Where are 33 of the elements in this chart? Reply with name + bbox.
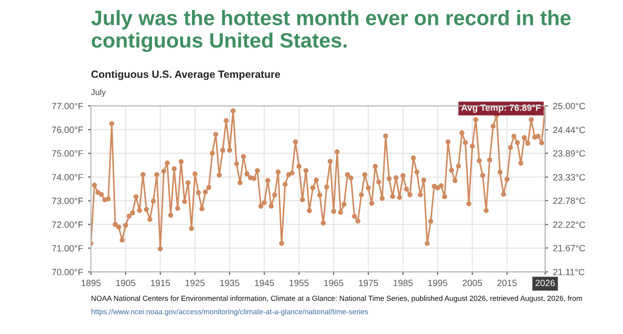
y2-tick-label: 21.11°C bbox=[553, 268, 584, 276]
y2-tick-label: 23.33°C bbox=[553, 174, 586, 180]
y-tick-label: 71.00°F bbox=[52, 245, 83, 252]
x-tick-label: 1995 bbox=[428, 280, 448, 286]
x-tick-label: 1925 bbox=[186, 280, 205, 286]
y2-tick-label: 22.78°C bbox=[553, 198, 586, 204]
y2-tick-label: 21.67°C bbox=[553, 244, 586, 252]
chart-title: July was the hottest month ever on record in the contiguous United States. bbox=[91, 10, 571, 52]
y2-tick-label: 25.00°C bbox=[553, 102, 586, 110]
x-tick-label: 1965 bbox=[324, 280, 344, 286]
x-tick-label: 1895 bbox=[82, 280, 101, 286]
x-tick-label: 2026 bbox=[536, 280, 555, 286]
x-tick-label: 1985 bbox=[394, 280, 413, 286]
y-tick-label: 77.00°F bbox=[52, 102, 83, 110]
y-tick-label: 76.00°F bbox=[52, 126, 83, 133]
x-tick-label: 1905 bbox=[116, 280, 136, 286]
y-tick-label: 74.00°F bbox=[52, 174, 83, 180]
x-tick-label: 1915 bbox=[150, 280, 170, 286]
text: July bbox=[91, 88, 106, 97]
y-tick-label: 75.00°F bbox=[52, 150, 83, 157]
y-tick-label: 70.00°F bbox=[52, 268, 83, 276]
y2-tick-label: 22.22°C bbox=[553, 221, 586, 228]
x-tick-label: 1935 bbox=[220, 280, 240, 286]
y2-tick-label: 23.89°C bbox=[553, 150, 586, 157]
x-tick-label: 2015 bbox=[497, 280, 517, 286]
y-tick-label: 73.00°F bbox=[52, 198, 83, 204]
x-tick-label: 2005 bbox=[462, 280, 482, 286]
x-tick-label: 1955 bbox=[290, 280, 309, 286]
y-tick-label: 72.00°F bbox=[52, 221, 83, 228]
x-tick-label: 1975 bbox=[358, 280, 378, 286]
chart-subtitle: Contiguous U.S. Average Temperature bbox=[91, 70, 280, 80]
y2-tick-label: 24.44°C bbox=[553, 126, 586, 134]
x-tick-label: 1945 bbox=[254, 280, 274, 286]
